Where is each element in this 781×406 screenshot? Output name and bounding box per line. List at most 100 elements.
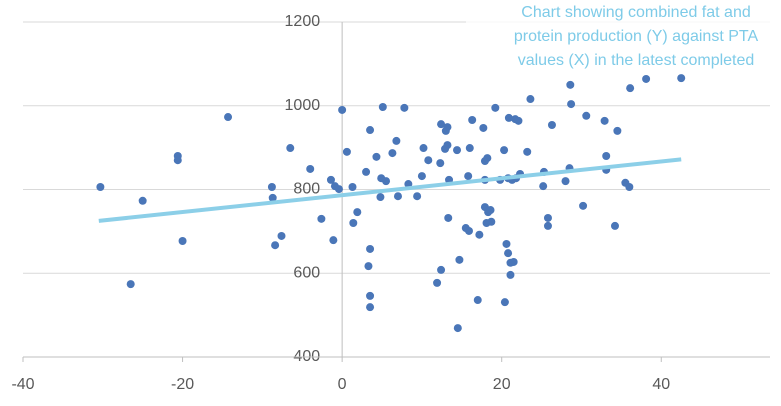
data-point — [444, 213, 453, 222]
data-point — [306, 164, 315, 173]
data-point — [267, 182, 276, 191]
data-point — [366, 244, 375, 253]
annotation-text: values (X) in the latest completed — [518, 52, 755, 69]
data-point — [506, 270, 515, 279]
x-tick-label: 0 — [338, 376, 347, 393]
data-point — [364, 262, 373, 271]
data-point — [465, 144, 474, 153]
data-point — [579, 201, 588, 210]
data-point — [502, 239, 511, 248]
data-point — [582, 111, 591, 120]
data-point — [338, 105, 347, 114]
data-point — [372, 152, 381, 161]
data-point — [547, 121, 556, 130]
x-tick-label: 20 — [493, 376, 511, 393]
annotation-box — [466, 0, 781, 74]
data-point — [642, 74, 651, 83]
data-point — [277, 231, 286, 240]
data-point — [602, 152, 611, 160]
y-tick-label: 600 — [293, 264, 320, 281]
data-point — [677, 74, 686, 83]
data-point — [483, 154, 492, 163]
data-point — [473, 296, 482, 305]
data-point — [610, 221, 619, 230]
data-point — [443, 141, 452, 150]
data-point — [443, 123, 452, 132]
annotation-text: protein production (Y) against PTA — [514, 28, 759, 45]
data-point — [514, 116, 523, 125]
data-point — [539, 182, 548, 191]
data-point — [626, 84, 635, 93]
data-point — [486, 206, 495, 215]
data-point — [543, 213, 552, 222]
data-point — [504, 249, 513, 258]
data-point — [392, 136, 401, 145]
data-point — [561, 177, 570, 186]
data-point — [468, 115, 477, 124]
data-point — [317, 214, 326, 223]
data-point — [173, 156, 182, 165]
data-point — [453, 146, 462, 155]
data-point — [178, 237, 187, 246]
data-point — [96, 182, 105, 191]
data-point — [366, 291, 375, 300]
y-tick-label: 1200 — [285, 13, 321, 30]
data-point — [393, 192, 402, 201]
data-point — [382, 177, 391, 186]
y-tick-label: 1000 — [285, 97, 321, 114]
data-point — [600, 116, 609, 125]
data-point — [366, 126, 375, 135]
data-point — [437, 120, 446, 129]
data-point — [526, 95, 535, 104]
data-point — [500, 146, 509, 155]
data-point — [342, 147, 351, 156]
trendline — [98, 157, 682, 223]
data-point — [453, 324, 462, 333]
data-point — [353, 208, 362, 217]
data-point — [376, 193, 385, 202]
data-point — [348, 182, 357, 191]
data-point — [613, 126, 622, 135]
data-point — [625, 182, 634, 191]
data-point — [464, 172, 473, 181]
x-tick-label: 40 — [652, 376, 670, 393]
annotation-text: Chart showing combined fat and — [521, 4, 750, 21]
data-point — [417, 172, 426, 181]
data-point — [378, 103, 387, 112]
data-point — [362, 167, 371, 176]
data-point — [424, 156, 433, 165]
data-point — [286, 144, 295, 153]
data-point — [437, 265, 446, 274]
x-tick-label: -40 — [11, 376, 34, 393]
data-point — [491, 103, 500, 112]
data-point — [268, 193, 277, 202]
data-point — [436, 159, 445, 168]
data-point — [487, 217, 496, 226]
data-point — [349, 219, 358, 227]
data-point — [523, 147, 532, 156]
data-point — [388, 149, 397, 158]
data-point — [475, 230, 484, 239]
data-point — [419, 144, 428, 153]
y-tick-label: 800 — [293, 181, 320, 198]
data-point — [138, 196, 147, 205]
data-point — [479, 123, 488, 132]
data-point — [326, 175, 335, 184]
data-point — [366, 303, 375, 312]
data-point — [464, 226, 473, 235]
data-point — [224, 113, 233, 122]
data-point — [271, 241, 280, 250]
data-point — [126, 280, 135, 289]
data-point — [329, 236, 338, 245]
data-point — [543, 221, 552, 230]
x-tick-label: -20 — [171, 376, 194, 393]
data-point — [334, 185, 343, 194]
data-point — [455, 255, 464, 264]
data-point — [413, 192, 422, 201]
data-point — [500, 298, 509, 307]
data-point — [504, 113, 513, 122]
data-point — [509, 257, 518, 266]
data-point — [400, 103, 409, 112]
data-point — [433, 278, 442, 287]
